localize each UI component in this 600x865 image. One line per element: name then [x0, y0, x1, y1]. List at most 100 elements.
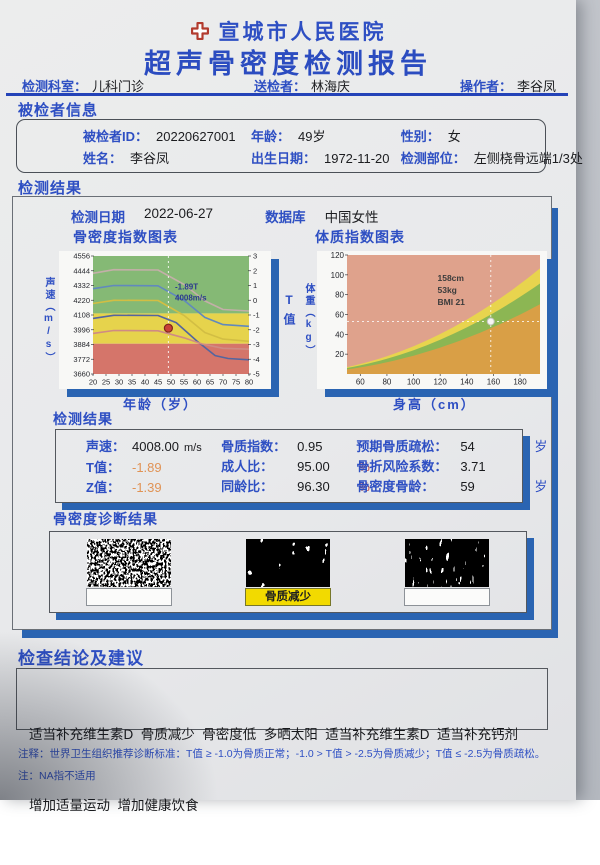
report-page: 宣城市人民医院 超声骨密度检测报告 检测科室： 儿科门诊 送检者： 林海庆 操作者：… [0, 0, 583, 813]
photo-background: 宣城市人民医院 超声骨密度检测报告 检测科室： 儿科门诊 送检者： 林海庆 操作者：… [0, 0, 600, 813]
patient-id-value: 20220627001 [156, 129, 236, 144]
svg-text:60: 60 [335, 311, 344, 320]
bone-index-row: 骨质指数： 0.95 [221, 439, 323, 454]
diagnosis-title: 骨密度诊断结果 [53, 511, 158, 527]
conclusion-box: 适当补充维生素D 骨质减少 骨密度低 多晒太阳 适当补充维生素D 适当补充钙剂 … [16, 668, 548, 813]
expected-osteoporosis-row: 预期骨质疏松： 54 岁 [356, 439, 548, 454]
patient-info-box: 被检者ID： 20220627001 年龄： 49岁 性别： 女 姓名： 李谷凤 出生日… [16, 119, 583, 173]
measurements-col-2: 骨质指数： 0.95 成人比： 95.00% 同龄比： 96.30% [221, 437, 370, 502]
bmi-chart-panel: 20 40 60 80 100 120 60 80 100 120 140 160 180 158cm 53… [317, 251, 547, 389]
svg-text:45: 45 [154, 378, 162, 387]
speed-axis-label: 声速（m/s） [43, 277, 54, 364]
measurements-box: 声速： 4008.00 m/s T值： -1.89 Z值： -1.39 骨质指数： 0.9… [55, 429, 548, 503]
weight-axis-label: 体重（kg） [303, 283, 314, 357]
svg-text:1: 1 [253, 281, 257, 290]
measurements-title: 检测结果 [53, 411, 113, 427]
peer-ratio-row: 同龄比： 96.30% [221, 479, 370, 494]
bone-density-chart-panel: 4556 4444 4332 4220 4108 3996 3884 3772 3660 3 2 1 0… [59, 251, 271, 389]
svg-text:40: 40 [335, 330, 344, 339]
section-results-title: 检测结果 [18, 180, 83, 197]
patient-sex-field: 性别： 女 [401, 126, 537, 145]
svg-text:4108: 4108 [73, 311, 90, 320]
svg-text:20: 20 [89, 378, 97, 387]
bone-texture-osteoporosis-image [404, 539, 489, 587]
section-patient-title: 被检者信息 [18, 102, 99, 119]
svg-text:0: 0 [253, 296, 257, 305]
adult-ratio-row: 成人比： 95.00% [221, 459, 370, 474]
operator-value: 李谷凤 [516, 79, 556, 94]
patient-sex-label: 性别： [400, 129, 440, 144]
svg-text:100: 100 [407, 378, 421, 387]
patient-id-label: 被检者ID： [83, 129, 149, 144]
svg-text:4556: 4556 [73, 252, 90, 261]
database-label: 数据库 [265, 210, 306, 225]
svg-text:-1: -1 [253, 311, 260, 320]
svg-text:120: 120 [331, 251, 345, 260]
svg-text:3660: 3660 [73, 370, 90, 379]
fracture-risk-row: 骨折风险系数： 3.71 [356, 459, 486, 474]
svg-text:4444: 4444 [73, 266, 90, 275]
department-value: 儿科门诊 [92, 79, 145, 94]
sender-label: 送检者： [253, 79, 306, 94]
svg-text:65: 65 [206, 378, 214, 387]
bone-age-row: 骨密度骨龄： 59 岁 [356, 479, 548, 494]
operator-label: 操作者： [459, 79, 512, 94]
svg-text:60: 60 [193, 378, 201, 387]
speed-row: 声速： 4008.00 m/s [86, 439, 202, 454]
bone-density-chart-title: 骨密度指数图表 [73, 229, 178, 245]
svg-text:53kg: 53kg [438, 285, 457, 295]
age-axis-label: 年龄（岁） [123, 397, 199, 412]
svg-text:140: 140 [460, 378, 474, 387]
measurements-col-3: 预期骨质疏松： 54 岁 骨折风险系数： 3.71 骨密度骨龄： 59 岁 [356, 437, 548, 502]
patient-age-value: 49岁 [297, 129, 326, 144]
patient-name-field: 姓名： 李谷凤 [83, 148, 251, 167]
patient-sex-value: 女 [447, 129, 461, 144]
conclusion-title: 检查结论及建议 [18, 649, 144, 668]
svg-text:60: 60 [356, 378, 365, 387]
department-label: 检测科室： [22, 79, 88, 94]
bone-texture-osteopenia-image [245, 539, 330, 587]
svg-text:4220: 4220 [73, 296, 90, 305]
svg-text:50: 50 [167, 378, 175, 387]
bone-texture-normal-image [87, 539, 172, 587]
svg-text:55: 55 [180, 378, 188, 387]
footnote-na: 注：NA指不适用 [18, 770, 96, 782]
patient-name-label: 姓名： [83, 151, 123, 166]
results-box: 检测日期 2022-06-27 数据库 中国女性 骨密度指数图表 体质指数图表 … [12, 196, 552, 630]
svg-text:120: 120 [433, 378, 447, 387]
test-date-row: 检测日期 2022-06-27 数据库 中国女性 [71, 206, 379, 226]
svg-text:-3: -3 [253, 340, 260, 349]
tvalue-axis-label: T值 [282, 293, 296, 331]
svg-text:70: 70 [219, 378, 227, 387]
zvalue-row: Z值： -1.39 [86, 480, 162, 495]
svg-text:25: 25 [102, 378, 110, 387]
diagnosis-label-osteopenia: 骨质减少 [244, 588, 331, 606]
svg-text:4332: 4332 [73, 281, 90, 290]
conclusion-line-1: 适当补充维生素D 骨质减少 骨密度低 多晒太阳 适当补充维生素D 适当补充钙剂 [29, 727, 519, 743]
diagnosis-label-osteoporosis [403, 588, 490, 606]
svg-text:180: 180 [513, 378, 527, 387]
svg-text:80: 80 [382, 378, 391, 387]
tvalue-row: T值： -1.89 [86, 460, 162, 475]
svg-text:-1.89T: -1.89T [175, 283, 198, 292]
sender-value: 林海庆 [311, 79, 351, 94]
patient-birth-field: 出生日期： 1972-11-20 [251, 148, 401, 167]
patient-birth-label: 出生日期： [250, 151, 316, 166]
red-cross-icon [190, 21, 210, 41]
measurements-col-1: 声速： 4008.00 m/s T值： -1.89 Z值： -1.39 [86, 437, 221, 502]
bone-density-chart: 4556 4444 4332 4220 4108 3996 3884 3772 3660 3 2 1 0… [73, 252, 260, 387]
svg-text:-5: -5 [253, 370, 260, 379]
svg-text:35: 35 [128, 378, 136, 387]
svg-text:3996: 3996 [73, 325, 90, 334]
patient-name-value: 李谷凤 [130, 151, 170, 166]
svg-text:3772: 3772 [73, 355, 90, 364]
test-date-value: 2022-06-27 [144, 206, 214, 221]
svg-text:3884: 3884 [73, 340, 90, 349]
svg-text:160: 160 [487, 378, 501, 387]
bmi-chart-title: 体质指数图表 [315, 229, 405, 245]
diagnosis-item-osteoporosis [403, 539, 490, 606]
bmi-chart: 20 40 60 80 100 120 60 80 100 120 140 160 180 158cm 53… [331, 251, 540, 387]
footnote-standard: 注释：世界卫生组织推荐诊断标准：T值 ≥ -1.0为骨质正常；-1.0 > T值… [18, 748, 546, 760]
svg-text:20: 20 [335, 350, 344, 359]
patient-id-field: 被检者ID： 20220627001 [83, 126, 251, 145]
